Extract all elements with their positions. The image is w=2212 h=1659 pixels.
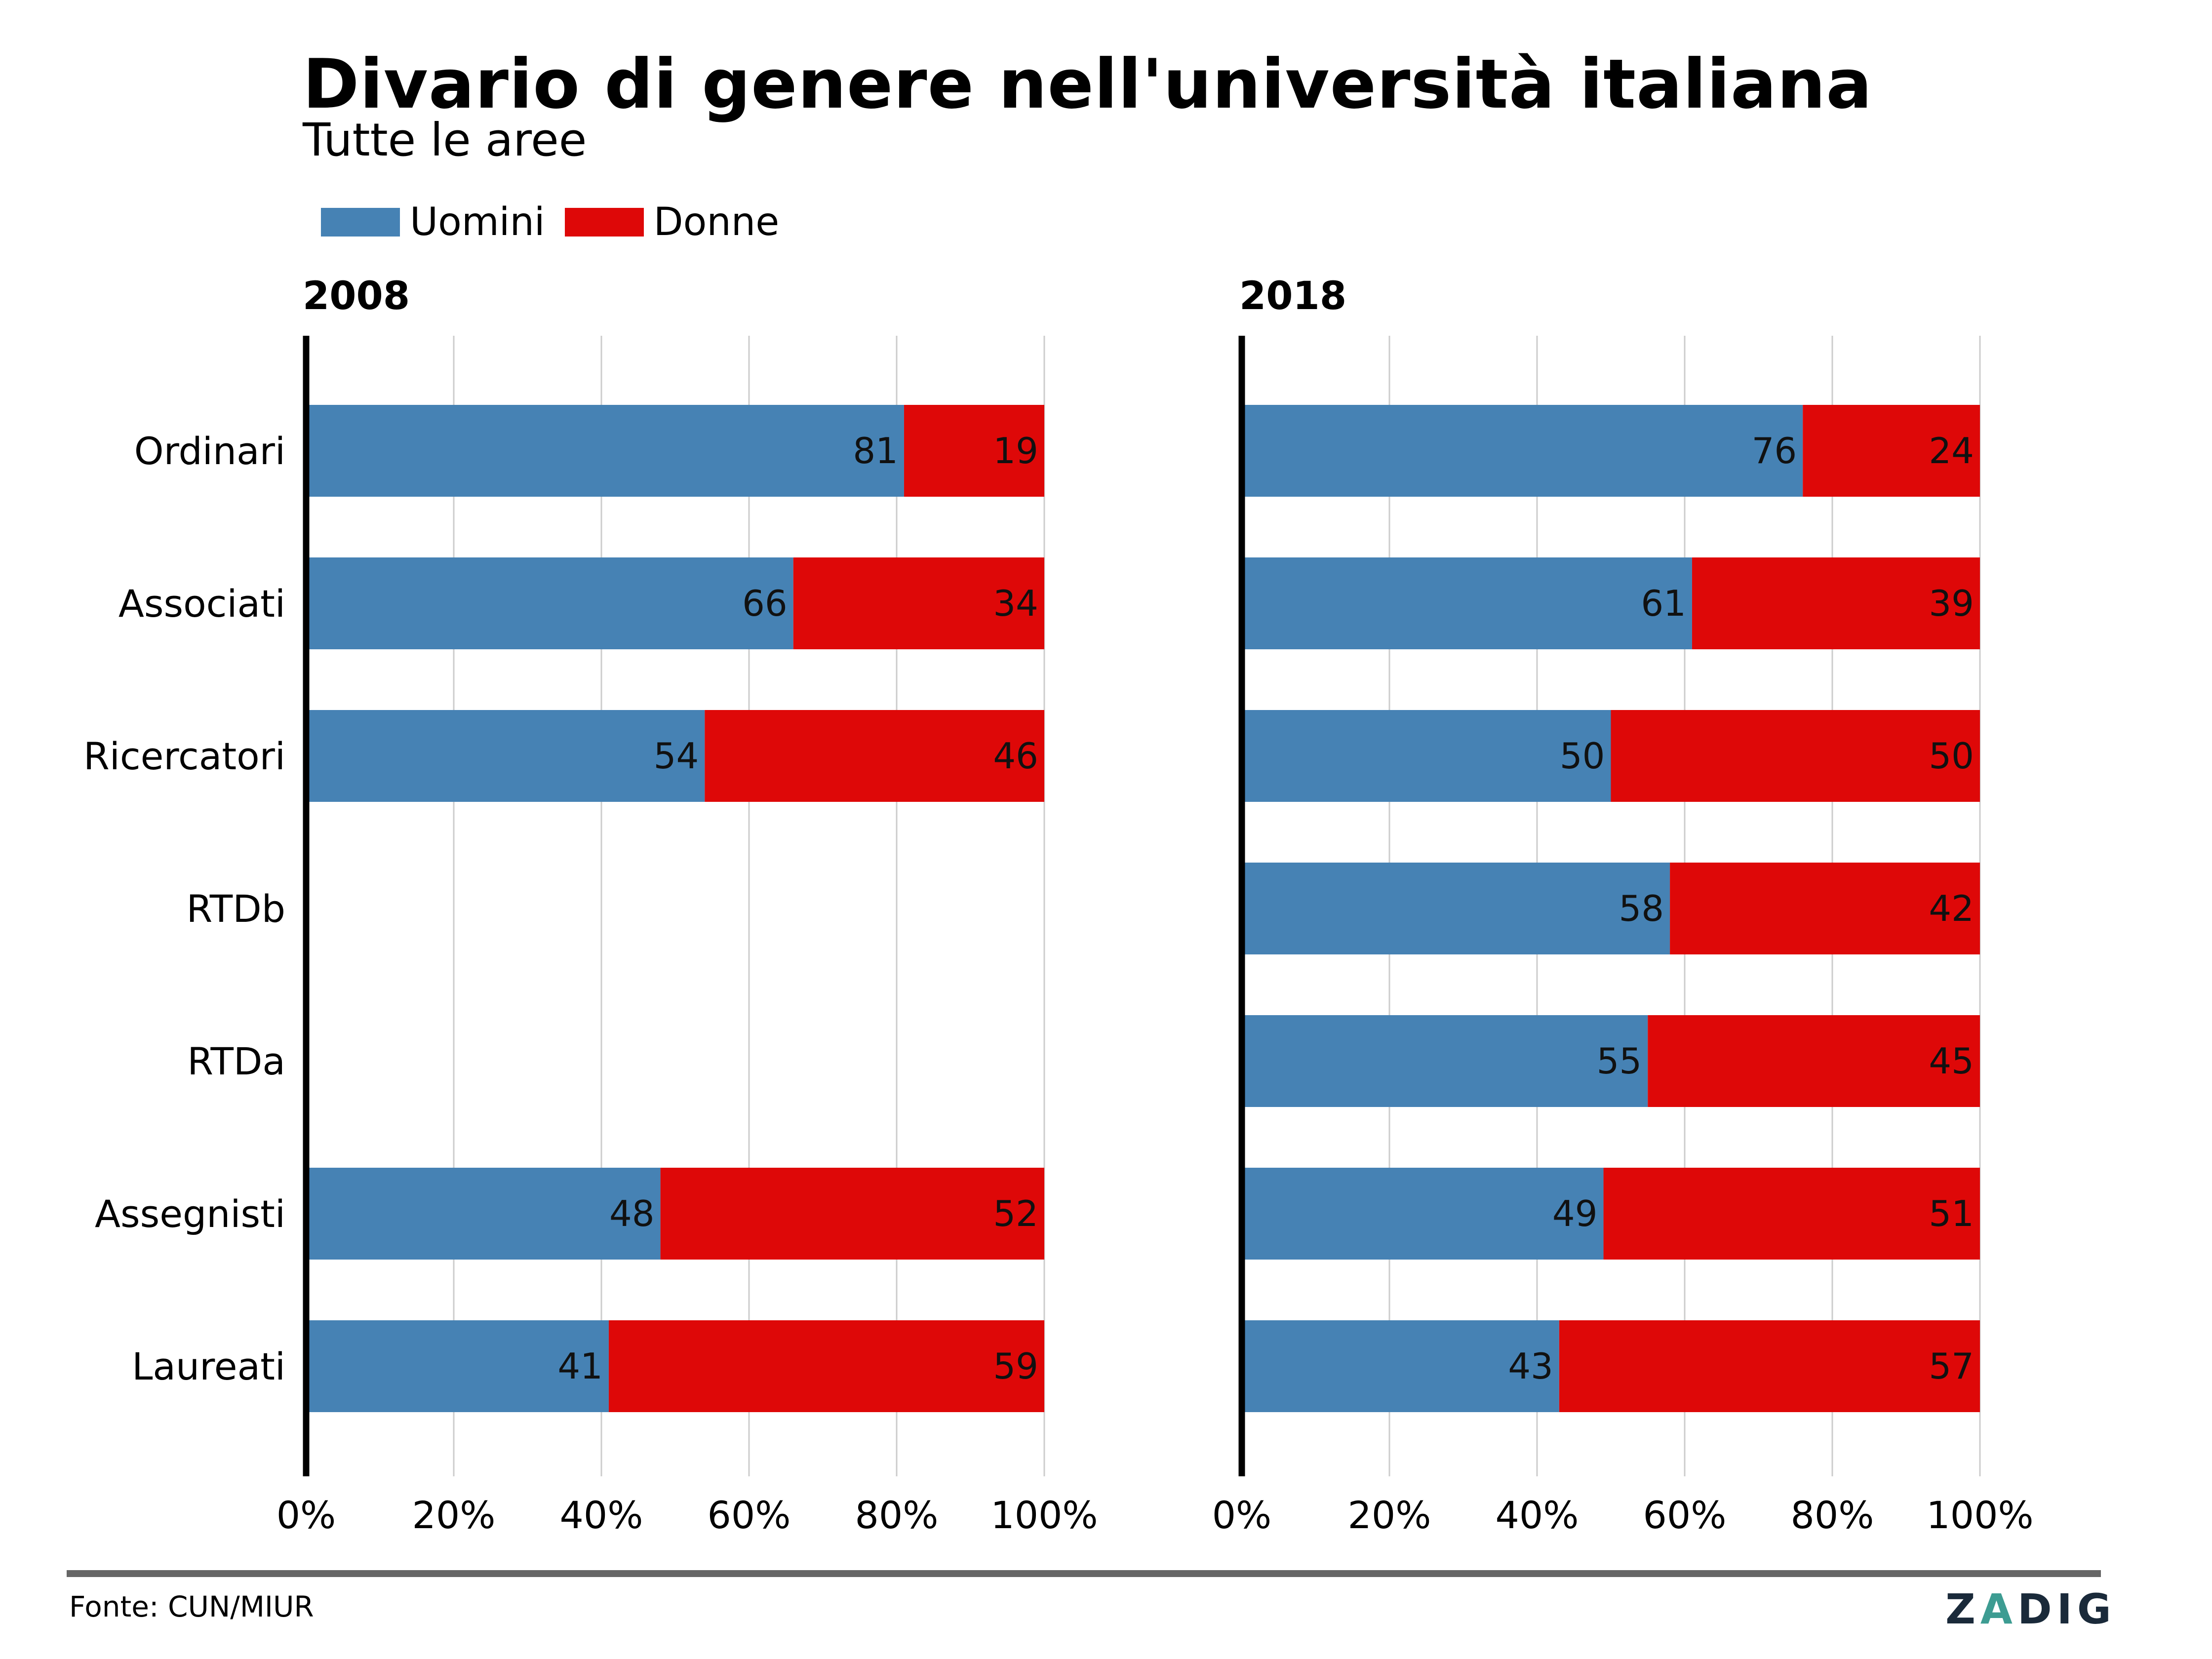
data-label-men: 41 xyxy=(557,1345,603,1387)
legend-label-women: Donne xyxy=(653,200,780,244)
data-label-men: 66 xyxy=(742,583,788,624)
x-tick-label: 0% xyxy=(276,1493,336,1537)
category-label: Laureati xyxy=(132,1344,285,1388)
data-label-women: 51 xyxy=(1929,1193,1974,1234)
bar-men xyxy=(1242,1320,1559,1412)
category-label: Assegnisti xyxy=(95,1192,285,1236)
data-label-men: 43 xyxy=(1508,1345,1553,1387)
bar-women xyxy=(793,557,1044,649)
bar-women xyxy=(904,405,1044,497)
panel-title-left: 2008 xyxy=(303,274,410,318)
chart-title: Divario di genere nell'università italia… xyxy=(303,44,1873,124)
bar-men xyxy=(306,710,705,802)
x-tick-label: 40% xyxy=(1496,1493,1579,1537)
legend-item-women: Donne xyxy=(564,200,780,244)
bar-men xyxy=(1242,863,1670,954)
legend: Uomini Donne xyxy=(321,198,799,247)
source-note: Fonte: CUN/MIUR xyxy=(69,1590,314,1623)
category-label: RTDa xyxy=(187,1039,285,1083)
bar-men xyxy=(1242,1015,1648,1107)
bar-men xyxy=(1242,1168,1604,1260)
bar-men xyxy=(306,1168,661,1260)
category-label: Ordinari xyxy=(134,429,285,473)
chart-subtitle: Tutte le aree xyxy=(303,114,587,166)
footer-divider xyxy=(67,1570,2101,1577)
data-label-women: 57 xyxy=(1929,1345,1974,1387)
panel-title-right: 2018 xyxy=(1239,274,1347,318)
bar-men xyxy=(1242,710,1611,802)
data-label-men: 48 xyxy=(609,1193,655,1234)
bar-women xyxy=(1611,710,1980,802)
x-tick-label: 0% xyxy=(1212,1493,1272,1537)
data-label-women: 39 xyxy=(1929,583,1974,624)
legend-item-men: Uomini xyxy=(321,200,545,244)
bar-women xyxy=(608,1320,1044,1412)
x-tick-label: 60% xyxy=(708,1493,791,1537)
legend-swatch-men xyxy=(321,208,400,237)
panel-2018: 0% 20% 40% 60% 80% 100% 76 24 61 39 50 50 58 42 55 45 49… xyxy=(1212,336,2034,1537)
data-label-men: 58 xyxy=(1619,888,1664,929)
x-tick-label: 100% xyxy=(1926,1493,2033,1537)
bar-women xyxy=(1692,557,1980,649)
category-label: Associati xyxy=(118,582,285,626)
category-label: RTDb xyxy=(187,887,285,931)
data-label-men: 81 xyxy=(853,430,898,472)
bar-men xyxy=(1242,405,1803,497)
bar-women xyxy=(660,1168,1044,1260)
data-label-men: 54 xyxy=(654,735,699,777)
x-tick-label: 20% xyxy=(1348,1493,1431,1537)
category-label: Ricercatori xyxy=(83,734,285,778)
bar-women xyxy=(1559,1320,1980,1412)
x-tick-label: 40% xyxy=(560,1493,643,1537)
bar-women xyxy=(1648,1015,1980,1107)
legend-label-men: Uomini xyxy=(410,200,545,244)
panel-2008: 0% 20% 40% 60% 80% 100% Ordinari 81 19 Associati 6… xyxy=(83,336,1098,1537)
bar-men xyxy=(306,557,793,649)
x-tick-label: 80% xyxy=(1791,1493,1874,1537)
bar-men xyxy=(306,1320,609,1412)
logo: ZADIG xyxy=(1945,1585,2116,1633)
bar-women xyxy=(705,710,1044,802)
x-tick-label: 80% xyxy=(855,1493,939,1537)
data-label-women: 52 xyxy=(993,1193,1038,1234)
x-tick-label: 100% xyxy=(990,1493,1098,1537)
data-label-women: 34 xyxy=(993,583,1038,624)
data-label-women: 50 xyxy=(1929,735,1974,777)
data-label-men: 76 xyxy=(1752,430,1797,472)
data-label-women: 24 xyxy=(1929,430,1974,472)
bar-men xyxy=(1242,557,1692,649)
data-label-men: 61 xyxy=(1641,583,1686,624)
data-label-women: 59 xyxy=(993,1345,1038,1387)
data-label-women: 19 xyxy=(993,430,1038,472)
data-label-women: 42 xyxy=(1929,888,1974,929)
data-label-men: 50 xyxy=(1560,735,1605,777)
bar-women xyxy=(1670,863,1980,954)
legend-swatch-women xyxy=(564,208,644,237)
x-tick-label: 60% xyxy=(1643,1493,1727,1537)
data-label-men: 55 xyxy=(1597,1040,1642,1082)
x-tick-label: 20% xyxy=(412,1493,496,1537)
data-label-women: 46 xyxy=(993,735,1038,777)
bar-women xyxy=(1603,1168,1980,1260)
data-label-men: 49 xyxy=(1552,1193,1598,1234)
bar-women xyxy=(1803,405,1980,497)
bar-men xyxy=(306,405,904,497)
data-label-women: 45 xyxy=(1929,1040,1974,1082)
